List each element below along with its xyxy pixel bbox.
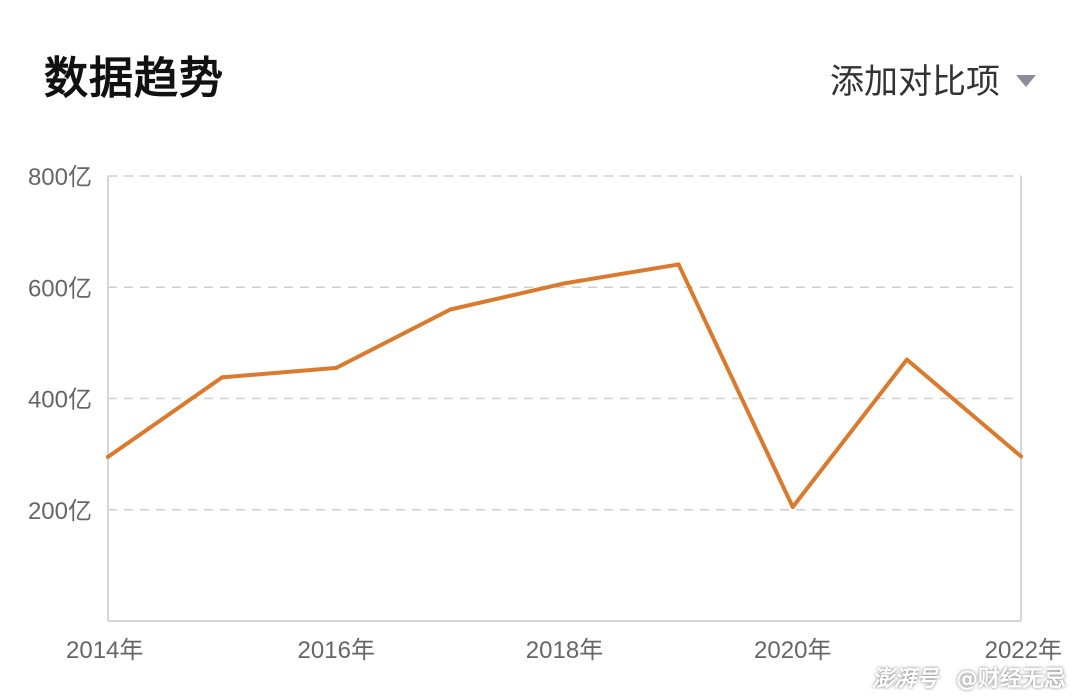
- x-tick-label: 2020年: [754, 637, 831, 664]
- data-point: [562, 281, 567, 286]
- data-point: [220, 375, 225, 380]
- data-point: [106, 454, 110, 459]
- data-point: [334, 365, 339, 370]
- data-point: [676, 262, 681, 267]
- y-tick-label: 600亿: [28, 275, 92, 302]
- y-tick-label: 400亿: [28, 387, 92, 414]
- data-point: [448, 307, 453, 312]
- add-comparison-dropdown[interactable]: 添加对比项: [830, 54, 1036, 103]
- data-point: [904, 357, 909, 362]
- x-tick-label: 2022年: [985, 637, 1062, 664]
- watermark-logo: 澎湃号: [871, 667, 938, 692]
- y-tick-label: 800亿: [28, 164, 92, 191]
- data-point: [1019, 454, 1023, 459]
- x-tick-label: 2014年: [66, 637, 143, 664]
- caret-down-icon: [1016, 74, 1036, 87]
- page-title: 数据趋势: [44, 53, 224, 104]
- y-tick-label: 200亿: [28, 498, 92, 525]
- x-tick-label: 2016年: [298, 637, 375, 664]
- series-line: [106, 262, 1023, 509]
- add-comparison-label: 添加对比项: [830, 62, 1000, 102]
- x-tick-label: 2018年: [526, 637, 603, 664]
- data-point: [790, 504, 795, 509]
- watermark-account: @财经无忌: [955, 667, 1066, 692]
- watermark: 澎湃号 @财经无忌: [872, 661, 1066, 693]
